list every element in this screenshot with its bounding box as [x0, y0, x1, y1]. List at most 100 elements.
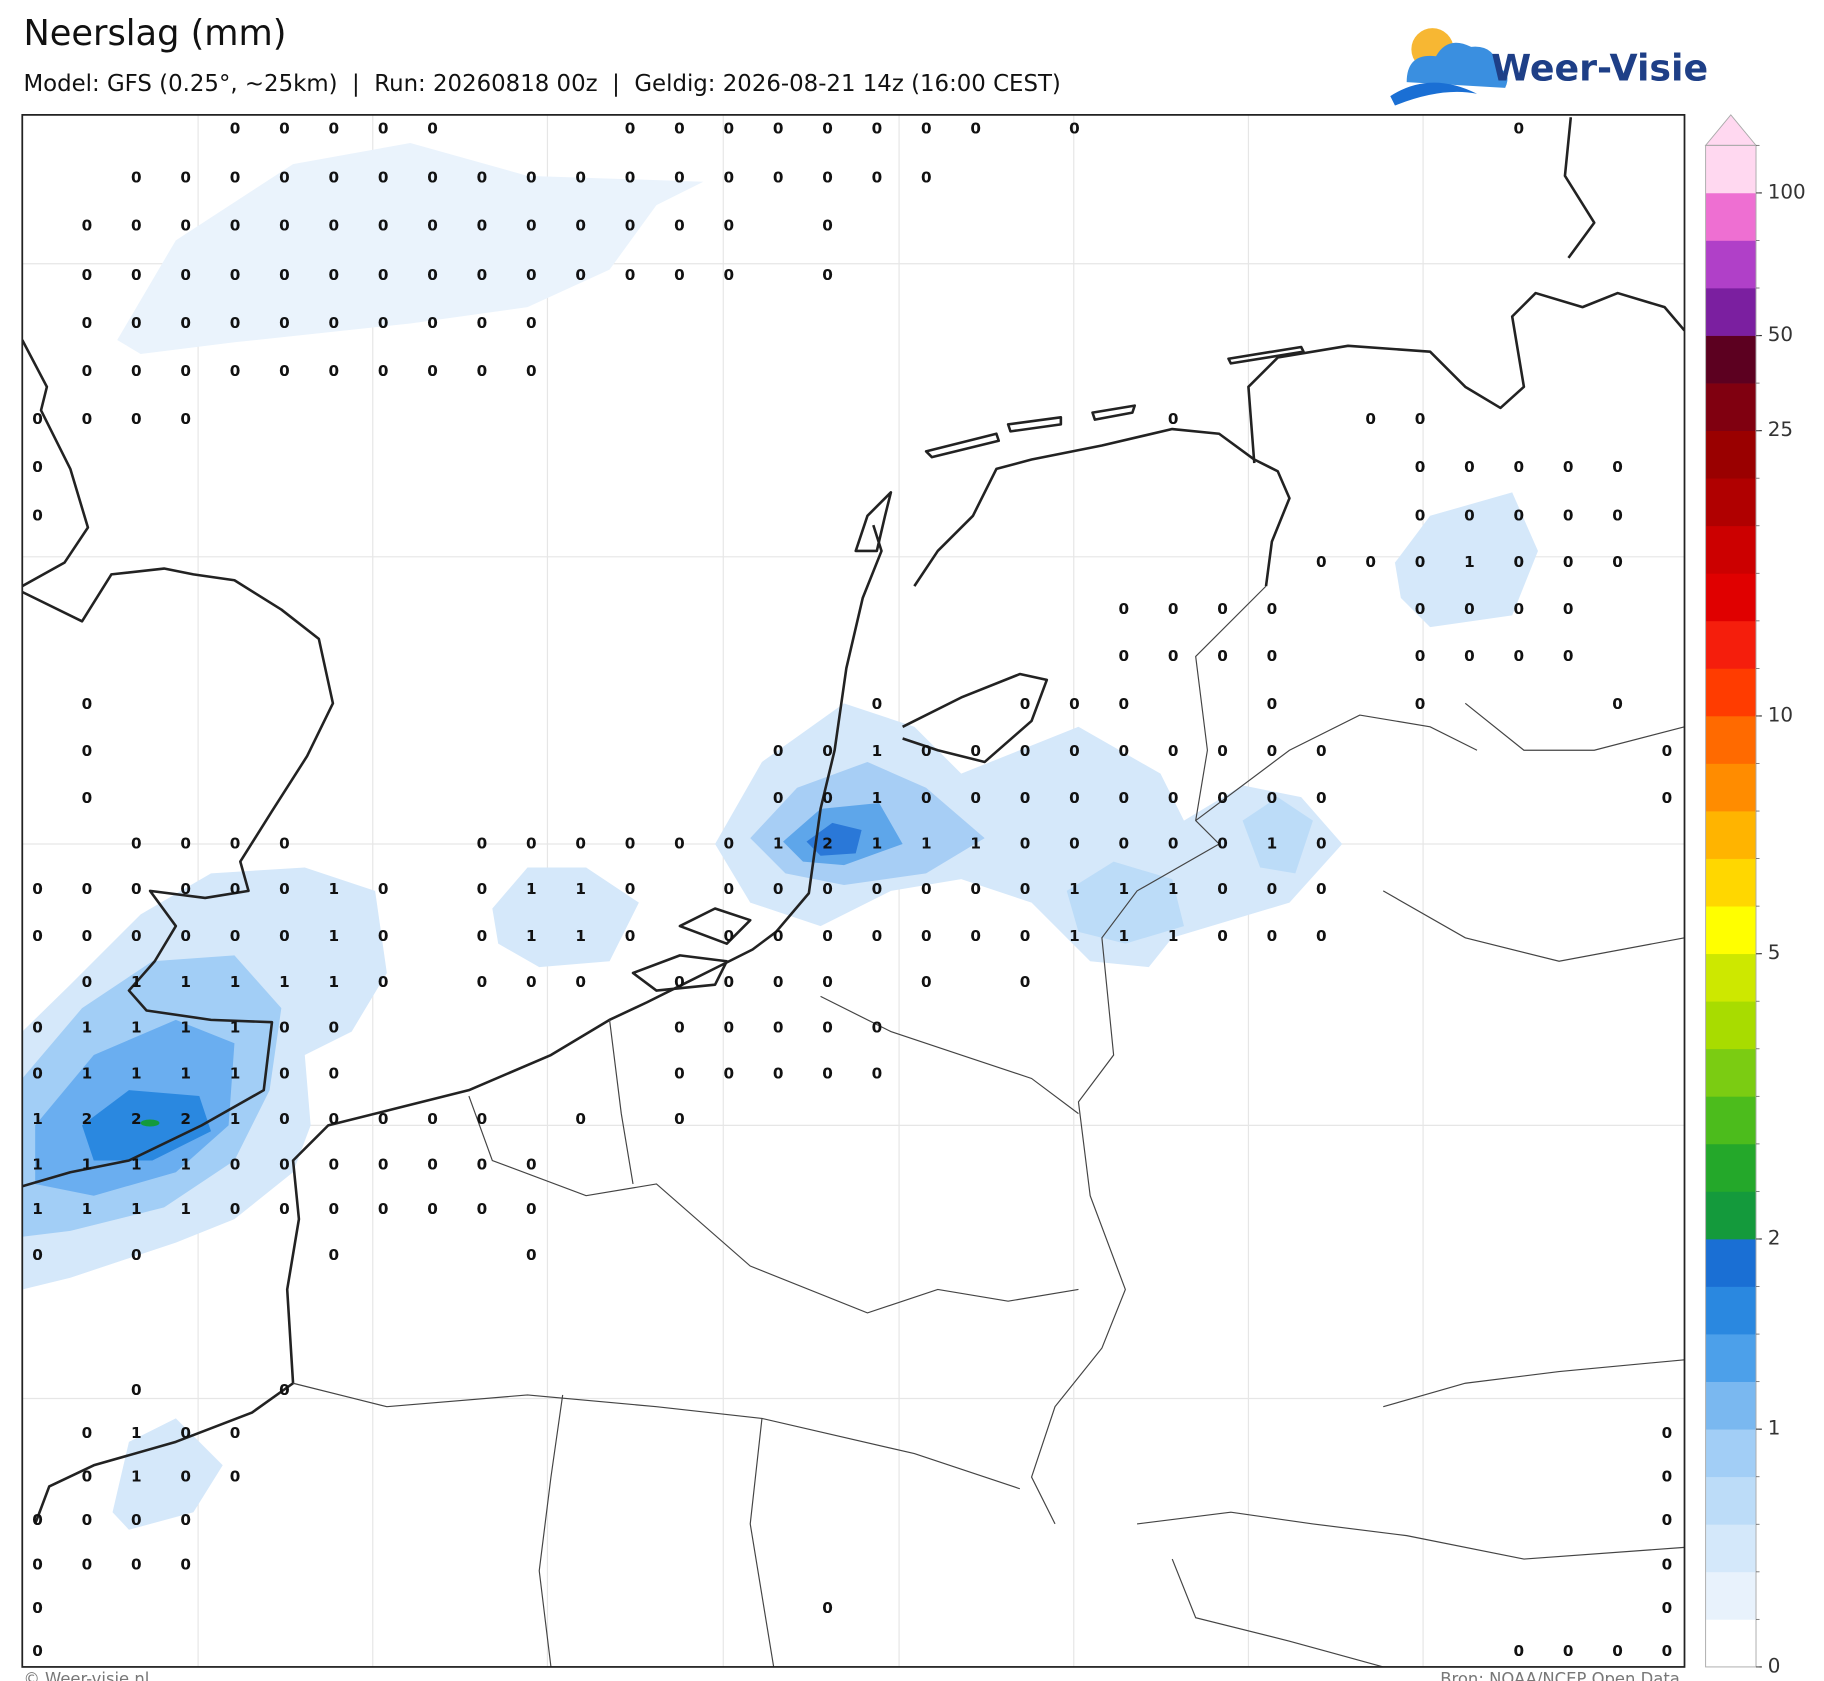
- precip-value: 0: [822, 217, 833, 235]
- precip-value: 0: [625, 266, 636, 284]
- precip-value: 2: [131, 1110, 142, 1128]
- precip-value: 0: [180, 314, 191, 332]
- precip-value: 0: [427, 1200, 438, 1218]
- precip-value: 1: [773, 835, 784, 853]
- precip-value: 0: [1168, 600, 1179, 618]
- precip-value: 0: [378, 266, 389, 284]
- precip-value: 0: [131, 217, 142, 235]
- colorbar-segment: [1705, 1001, 1757, 1050]
- precip-value: 0: [1020, 973, 1031, 991]
- precip-value: 0: [723, 927, 734, 945]
- precip-value: 1: [131, 1019, 142, 1037]
- precip-value: 0: [723, 266, 734, 284]
- precip-value: 0: [180, 835, 191, 853]
- precip-value: 0: [279, 169, 290, 187]
- precip-value: 0: [921, 169, 932, 187]
- precip-value: 0: [773, 927, 784, 945]
- precip-value: 0: [477, 362, 488, 380]
- precip-value: 0: [427, 266, 438, 284]
- precip-value: 0: [1118, 835, 1129, 853]
- precip-value: 1: [526, 927, 537, 945]
- colorbar-segment: [1705, 1143, 1757, 1192]
- precip-value: 0: [1168, 410, 1179, 428]
- precip-value: 0: [822, 266, 833, 284]
- precip-value: 0: [279, 1064, 290, 1082]
- precip-value: 0: [328, 362, 339, 380]
- colorbar-segment: [1705, 668, 1757, 717]
- colorbar-segment: [1705, 620, 1757, 669]
- precip-value: 0: [131, 314, 142, 332]
- precip-value: 0: [526, 362, 537, 380]
- precip-value: 0: [230, 927, 241, 945]
- precip-value: 0: [723, 973, 734, 991]
- precip-value: 0: [575, 217, 586, 235]
- precip-value: 0: [378, 880, 389, 898]
- precip-value: 0: [131, 1511, 142, 1529]
- precip-value: 0: [1662, 789, 1673, 807]
- precip-value: 0: [477, 266, 488, 284]
- title: Neerslag (mm): [23, 13, 286, 54]
- precip-value: 0: [921, 973, 932, 991]
- precip-value: 1: [230, 973, 241, 991]
- precip-value: 0: [773, 973, 784, 991]
- precip-value: 0: [1267, 789, 1278, 807]
- precip-shading: [22, 143, 1538, 1530]
- precip-value: 0: [230, 1468, 241, 1486]
- logo-wave: [1390, 82, 1478, 106]
- precip-value: 0: [378, 119, 389, 137]
- precip-value: 0: [279, 1156, 290, 1174]
- precip-value: 1: [82, 1064, 93, 1082]
- precip-value: 0: [180, 1511, 191, 1529]
- precip-value: 0: [230, 880, 241, 898]
- precip-value: 1: [82, 1156, 93, 1174]
- precip-value: 0: [822, 742, 833, 760]
- precip-value: 0: [1118, 742, 1129, 760]
- precip-value: 0: [970, 119, 981, 137]
- precip-value: 0: [180, 927, 191, 945]
- precip-value: 1: [872, 835, 883, 853]
- precip-value: 1: [131, 1200, 142, 1218]
- precip-value: 0: [723, 835, 734, 853]
- precip-value: 0: [1316, 553, 1327, 571]
- precip-value: 0: [1464, 506, 1475, 524]
- colorbar-segment: [1705, 335, 1757, 384]
- precip-value: 0: [378, 1200, 389, 1218]
- precip-value: 0: [1020, 742, 1031, 760]
- precip-value: 0: [970, 742, 981, 760]
- colorbar-segment: [1705, 763, 1757, 812]
- colorbar-segment: [1705, 1096, 1757, 1145]
- precip-value: 0: [180, 362, 191, 380]
- precip-value: 0: [279, 217, 290, 235]
- precip-value: 0: [872, 695, 883, 713]
- precip-value: 0: [477, 314, 488, 332]
- precip-value: 0: [427, 169, 438, 187]
- precip-value: 0: [477, 217, 488, 235]
- colorbar-segment: [1705, 1476, 1757, 1525]
- colorbar-segment: [1705, 1334, 1757, 1382]
- precip-value: 0: [773, 1019, 784, 1037]
- precip-value: 0: [1513, 119, 1524, 137]
- precip-value: 0: [477, 1200, 488, 1218]
- precip-value: 0: [328, 119, 339, 137]
- precip-value: 0: [427, 362, 438, 380]
- precip-value: 0: [427, 217, 438, 235]
- subtitle: Model: GFS (0.25°, ~25km) | Run: 2026081…: [23, 71, 1060, 97]
- precip-value: 1: [970, 835, 981, 853]
- precip-value: 0: [1513, 553, 1524, 571]
- colorbar-segment: [1705, 1429, 1757, 1478]
- precip-value: 1: [131, 1156, 142, 1174]
- precip-value: 0: [1267, 600, 1278, 618]
- precip-value: 0: [1168, 835, 1179, 853]
- precip-value: 0: [674, 1064, 685, 1082]
- precip-value: 0: [32, 1555, 43, 1573]
- precip-value: 1: [230, 1064, 241, 1082]
- precip-value: 0: [477, 927, 488, 945]
- precip-value: 0: [526, 169, 537, 187]
- precip-value: 0: [32, 1246, 43, 1264]
- precip-value: 0: [477, 1156, 488, 1174]
- precip-value: 1: [131, 1424, 142, 1442]
- precip-value: 0: [1662, 1599, 1673, 1617]
- precip-value: 0: [1118, 695, 1129, 713]
- precip-value: 0: [328, 314, 339, 332]
